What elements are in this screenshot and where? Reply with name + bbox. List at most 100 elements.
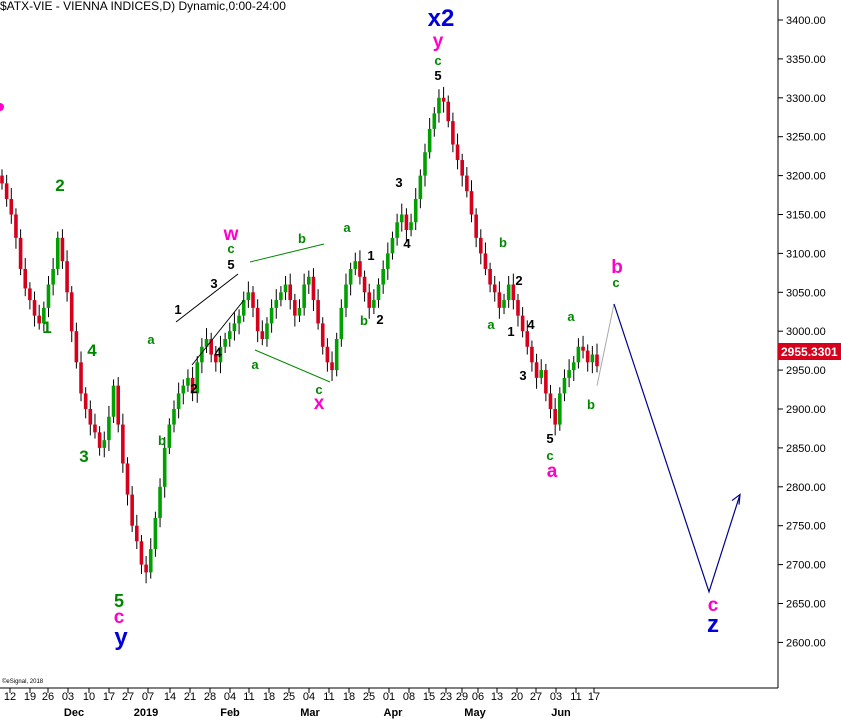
candle-body xyxy=(502,300,506,308)
candle-body xyxy=(404,214,409,231)
wave-label: c xyxy=(546,448,553,463)
candle-body xyxy=(288,284,293,301)
time-tick-label: 06 xyxy=(472,691,484,703)
time-tick-label: 14 xyxy=(164,691,176,703)
candle-body xyxy=(483,253,488,269)
wave-label: 4 xyxy=(214,345,222,360)
candle-body xyxy=(23,268,28,289)
candle-body xyxy=(539,370,544,378)
candle-body xyxy=(372,300,376,308)
candle-body xyxy=(553,409,557,425)
time-axis: 12 19 26 03 10 17 27 07 14 21 28 04 11 18 25 04 11 18 25 01… xyxy=(4,688,600,719)
candle-body xyxy=(139,541,144,565)
wave-label: 1 xyxy=(507,324,514,339)
candle-body xyxy=(386,253,390,269)
price-tick-label: 3250.00 xyxy=(786,132,826,144)
candle-body xyxy=(595,354,599,367)
candle-body xyxy=(576,346,581,363)
candle-body xyxy=(525,331,530,347)
candle-body xyxy=(571,362,576,371)
time-tick-label: 13 xyxy=(491,691,503,703)
candle-body xyxy=(209,338,213,355)
candle-body xyxy=(451,121,455,145)
candle-body xyxy=(223,338,227,347)
candle-body xyxy=(195,362,200,394)
wave-label: c xyxy=(315,382,322,397)
candle-body xyxy=(367,292,372,308)
candle-body xyxy=(478,237,483,254)
candle-body xyxy=(455,144,460,161)
candle-body xyxy=(79,362,83,394)
time-tick-label: 10 xyxy=(83,691,95,703)
candle-body xyxy=(348,268,353,285)
time-tick-label: 17 xyxy=(103,691,115,703)
time-tick-label: 27 xyxy=(122,691,134,703)
candle-body xyxy=(69,292,74,332)
candle-body xyxy=(83,393,88,409)
price-tick-label: 3300.00 xyxy=(786,93,826,105)
wave-label: a xyxy=(251,357,259,372)
time-tick-label: 25 xyxy=(363,691,375,703)
candle-body xyxy=(497,292,502,308)
price-tick-label: 3000.00 xyxy=(786,326,826,338)
price-tick-label: 2750.00 xyxy=(786,521,826,533)
candle-body xyxy=(344,284,348,308)
candle-body xyxy=(567,370,571,378)
wave-label: 3 xyxy=(79,447,88,466)
candle-body xyxy=(102,440,107,448)
candle-body xyxy=(581,346,585,351)
price-tick-label: 2600.00 xyxy=(786,637,826,649)
time-tick-label: 26 xyxy=(42,691,54,703)
candle-body xyxy=(32,300,37,316)
candle-body xyxy=(330,362,334,371)
candle-body xyxy=(544,370,548,394)
candle-body xyxy=(506,284,511,301)
wave-label: 5 xyxy=(227,257,234,272)
candle-body xyxy=(186,377,190,386)
price-tick-label: 2800.00 xyxy=(786,482,826,494)
candle-body xyxy=(446,101,451,122)
chart-title: $ATX-VIE - VIENNA INDICES,D) Dynamic,0:0… xyxy=(0,0,286,13)
price-tick-label: 3150.00 xyxy=(786,210,826,222)
wave-label: 1 xyxy=(42,318,51,337)
trendlines xyxy=(175,243,331,383)
price-tick-label: 2900.00 xyxy=(786,404,826,416)
candle-body xyxy=(441,97,446,102)
gray-projection-line xyxy=(596,303,615,386)
wave-label: c xyxy=(612,275,619,290)
candle-body xyxy=(334,338,339,371)
time-tick-label: 29 xyxy=(456,691,468,703)
time-tick-label: 20 xyxy=(511,691,523,703)
time-tick-label: 04 xyxy=(224,691,236,703)
time-month-label: Feb xyxy=(220,707,240,719)
time-tick-label: 28 xyxy=(204,691,216,703)
candle-body xyxy=(111,385,116,417)
candle-body xyxy=(558,393,562,425)
current-price-tag-bg xyxy=(778,343,841,360)
price-tick-label: 2700.00 xyxy=(786,560,826,572)
candle-body xyxy=(381,268,385,285)
price-tick-label: 2650.00 xyxy=(786,599,826,611)
candle-body xyxy=(88,409,93,425)
candle-body xyxy=(511,284,516,301)
wave-label: c xyxy=(708,595,719,616)
candle-body xyxy=(274,300,279,308)
candle-body xyxy=(376,284,381,301)
time-tick-label: 18 xyxy=(263,691,275,703)
time-tick-label: 04 xyxy=(303,691,315,703)
projection-path xyxy=(596,303,741,594)
candle-body xyxy=(297,307,302,316)
candle-body xyxy=(232,323,237,332)
wave-label: y xyxy=(433,31,444,52)
wave-label: 2 xyxy=(376,312,383,327)
candle-body xyxy=(265,323,269,339)
candle-body xyxy=(55,237,60,269)
candle-body xyxy=(302,284,306,308)
candle-body xyxy=(390,237,395,254)
candle-body xyxy=(241,300,246,316)
candle-body xyxy=(162,447,167,487)
time-tick-label: 11 xyxy=(243,691,254,703)
wave-label: a xyxy=(547,461,558,482)
candle-body xyxy=(353,261,358,269)
candle-body xyxy=(190,377,195,394)
